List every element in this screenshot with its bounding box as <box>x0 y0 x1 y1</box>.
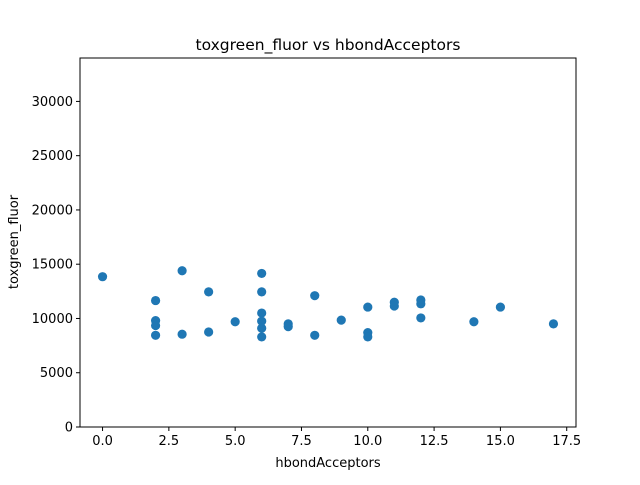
data-point-26 <box>389 301 399 311</box>
chart-title: toxgreen_fluor vs hbondAcceptors <box>196 36 461 55</box>
data-point-5 <box>150 330 161 340</box>
x-tick-label: 0.0 <box>92 434 113 449</box>
y-tick-label: 15000 <box>32 258 73 273</box>
x-tick-label: 7.5 <box>291 434 312 449</box>
data-point-31 <box>495 302 506 312</box>
data-point-22 <box>363 302 373 312</box>
data-point-30 <box>469 317 479 327</box>
x-tick-label: 2.5 <box>159 434 180 449</box>
data-point-13 <box>257 308 267 318</box>
y-tick-label: 20000 <box>32 203 73 218</box>
data-point-19 <box>310 291 320 301</box>
y-tick-label: 30000 <box>32 95 73 110</box>
x-tick-label: 15.0 <box>486 434 515 449</box>
data-point-6 <box>177 266 187 276</box>
y-axis-ticks: 0 5000 10000 15000 20000 25000 30000 <box>32 95 80 436</box>
data-point-1 <box>97 272 108 282</box>
data-point-7 <box>177 329 187 339</box>
x-tick-label: 12.5 <box>420 434 449 449</box>
x-tick-label: 10.0 <box>353 434 382 449</box>
y-tick-label: 0 <box>65 421 73 436</box>
data-point-9 <box>204 327 214 337</box>
axes-frame <box>79 57 577 428</box>
data-point-29 <box>416 313 426 323</box>
x-axis-ticks: 0.0 2.5 5.0 7.5 10.0 12.5 15.0 17.5 <box>92 427 581 449</box>
y-axis-label: toxgreen_fluor <box>7 194 22 289</box>
data-point-18 <box>283 322 293 332</box>
y-tick-label: 5000 <box>40 366 73 381</box>
data-point-24 <box>363 332 373 342</box>
data-point-12 <box>257 287 267 297</box>
data-point-10 <box>230 317 240 327</box>
data-point-32 <box>548 319 559 329</box>
x-axis-label: hbondAcceptors <box>275 456 381 471</box>
data-point-16 <box>257 332 267 342</box>
x-tick-label: 5.0 <box>225 434 246 449</box>
data-point-21 <box>336 315 346 325</box>
y-tick-label: 10000 <box>32 312 73 327</box>
x-tick-label: 17.5 <box>552 434 581 449</box>
data-point-2 <box>150 295 161 306</box>
data-point-4 <box>150 320 161 331</box>
y-tick-label: 25000 <box>32 149 73 164</box>
data-point-8 <box>204 287 214 297</box>
plot-area <box>97 266 559 342</box>
data-point-28 <box>416 299 426 309</box>
data-point-20 <box>310 330 320 340</box>
data-point-14 <box>257 316 267 326</box>
data-point-11 <box>257 268 267 279</box>
data-point-15 <box>257 323 267 333</box>
